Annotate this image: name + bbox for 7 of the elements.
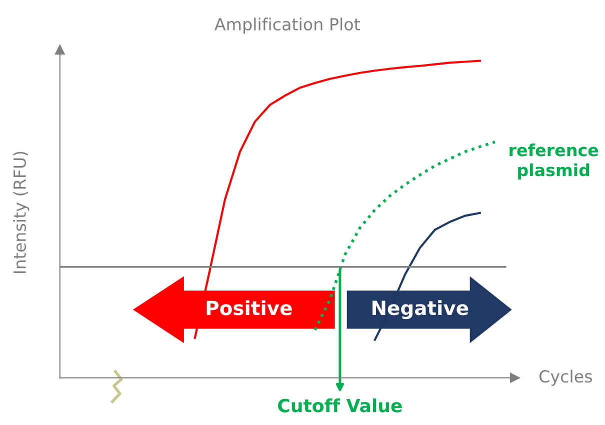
y-axis-title: Intensity (RFU): [13, 152, 30, 273]
annotation: Positive: [206, 300, 292, 316]
chart-title: Amplification Plot: [214, 18, 360, 34]
series-label: reference plasmid: [510, 143, 598, 180]
x-axis-title: Cycles: [539, 370, 592, 386]
text: Cutoff Value: [278, 398, 402, 412]
annotation: Negative: [372, 300, 468, 320]
